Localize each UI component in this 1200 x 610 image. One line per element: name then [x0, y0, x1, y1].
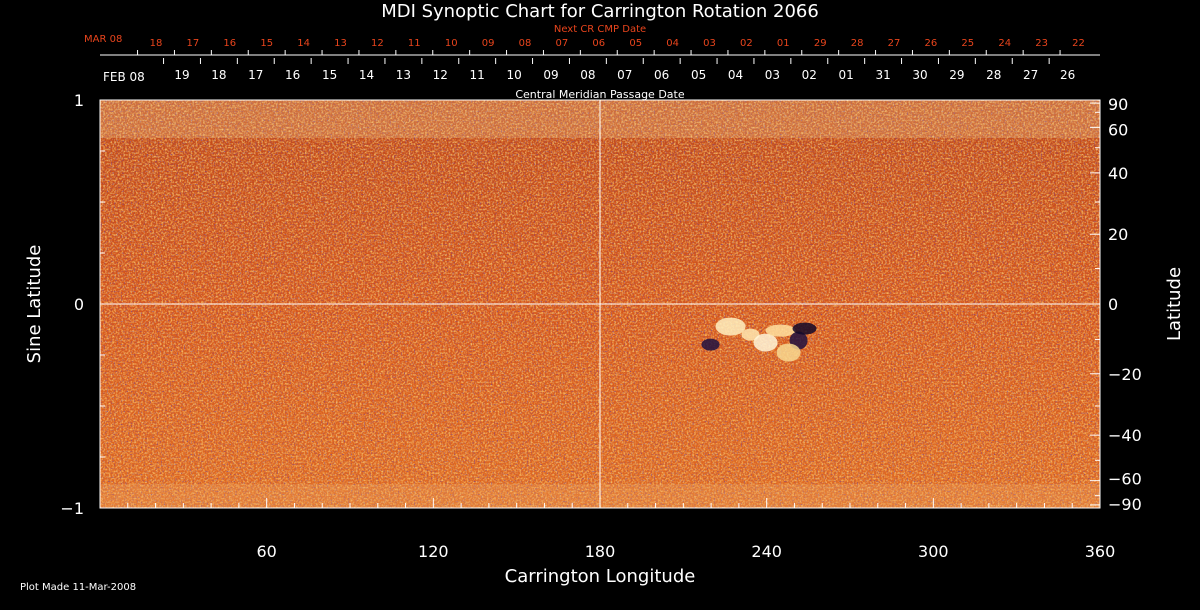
active-region-patch [753, 333, 778, 352]
next-cr-label: Next CR CMP Date [554, 24, 646, 35]
cmp-date: 27 [1023, 68, 1038, 82]
x-tick-label: 60 [256, 542, 276, 561]
next-cr-date: 27 [888, 38, 901, 49]
cmp-month: FEB 08 [103, 70, 145, 84]
cmp-ticks [163, 58, 1050, 64]
cmp-date: 02 [802, 68, 817, 82]
next-cr-date: 07 [556, 38, 569, 49]
next-cr-date: 03 [703, 38, 716, 49]
next-cr-date: 09 [482, 38, 495, 49]
next-cr-date: 13 [334, 38, 347, 49]
x-tick-label: 120 [418, 542, 449, 561]
x-tick-label: 180 [585, 542, 616, 561]
next-cr-date: 23 [1035, 38, 1048, 49]
y-right-tick-label: 20 [1108, 225, 1128, 244]
next-cr-ticks [100, 50, 1100, 56]
cmp-date: 13 [396, 68, 411, 82]
active-region-patch [792, 322, 817, 335]
next-cr-date: 10 [445, 38, 458, 49]
next-cr-date: 06 [592, 38, 605, 49]
next-cr-date: 25 [961, 38, 974, 49]
cmp-date: 31 [875, 68, 890, 82]
next-cr-date: 12 [371, 38, 384, 49]
cmp-date: 26 [1060, 68, 1075, 82]
y-left-tick-label: 1 [74, 91, 84, 110]
next-cr-date: 24 [998, 38, 1011, 49]
cmp-date: 10 [506, 68, 521, 82]
cmp-date: 03 [765, 68, 780, 82]
active-region-patch [701, 338, 720, 351]
active-region-patch [741, 328, 760, 341]
x-tick-label: 300 [918, 542, 949, 561]
next-cr-date: 04 [666, 38, 679, 49]
plot-area [100, 100, 1100, 508]
cmp-date: 01 [839, 68, 854, 82]
cmp-date: 07 [617, 68, 632, 82]
y-left-axis: 1 0 −1 [60, 91, 110, 518]
cmp-date: 05 [691, 68, 706, 82]
next-cr-date: 01 [777, 38, 790, 49]
x-axis: 60 120 180 240 300 360 [99, 498, 1116, 561]
next-cr-month: MAR 08 [84, 34, 122, 45]
cmp-date: 09 [543, 68, 558, 82]
cmp-date: 29 [949, 68, 964, 82]
y-right-tick-label: −90 [1108, 495, 1142, 514]
y-right-tick-label: 90 [1108, 95, 1128, 114]
cmp-date: 18 [211, 68, 226, 82]
cmp-date: 30 [912, 68, 927, 82]
next-cr-date: 18 [150, 38, 163, 49]
next-cr-date: 17 [187, 38, 200, 49]
active-region-patch [765, 324, 796, 337]
next-cr-date: 08 [519, 38, 532, 49]
cmp-date: 28 [986, 68, 1001, 82]
next-cr-date: 29 [814, 38, 827, 49]
y-left-tick-label: 0 [74, 295, 84, 314]
x-tick-label: 360 [1085, 542, 1116, 561]
chart-title: MDI Synoptic Chart for Carrington Rotati… [381, 1, 819, 22]
next-cr-date: 02 [740, 38, 753, 49]
y-right-axis: 90 60 40 20 0 −20 −40 −60 −90 [1090, 95, 1142, 514]
cmp-date: 14 [359, 68, 374, 82]
cmp-dates: 19 18 17 16 15 14 13 12 11 10 09 08 07 06 05 04 03 02 01 31… [174, 68, 1075, 82]
y-right-tick-label: 60 [1108, 120, 1128, 139]
cmp-date: 19 [174, 68, 189, 82]
cmp-date: 17 [248, 68, 263, 82]
next-cr-date: 16 [223, 38, 236, 49]
y-right-tick-label: 40 [1108, 164, 1128, 183]
cmp-date: 04 [728, 68, 743, 82]
y-right-tick-label: −20 [1108, 365, 1142, 384]
cmp-date: 11 [470, 68, 485, 82]
y-right-tick-label: −60 [1108, 470, 1142, 489]
cmp-date: 15 [322, 68, 337, 82]
cmp-label: Central Meridian Passage Date [515, 88, 684, 101]
next-cr-date: 26 [925, 38, 938, 49]
next-cr-date: 28 [851, 38, 864, 49]
next-cr-date: 22 [1072, 38, 1085, 49]
next-cr-date: 15 [260, 38, 273, 49]
active-region-patch [715, 317, 746, 336]
y-left-axis-title: Sine Latitude [24, 245, 45, 364]
plot-made-label: Plot Made 11-Mar-2008 [20, 582, 136, 593]
y-right-axis-title: Latitude [1164, 267, 1185, 341]
next-cr-date: 05 [629, 38, 642, 49]
next-cr-dates: 18 17 16 15 14 13 12 11 10 09 08 07 06 05 04 03 02 01 29 28… [150, 38, 1085, 49]
y-right-tick-label: −40 [1108, 426, 1142, 445]
x-tick-label: 240 [751, 542, 782, 561]
cmp-date: 16 [285, 68, 300, 82]
cmp-date: 08 [580, 68, 595, 82]
cmp-date: 06 [654, 68, 669, 82]
y-right-tick-label: 0 [1108, 295, 1118, 314]
next-cr-date: 14 [297, 38, 310, 49]
x-axis-title: Carrington Longitude [505, 566, 696, 587]
next-cr-date: 11 [408, 38, 421, 49]
cmp-date: 12 [433, 68, 448, 82]
active-region [701, 317, 817, 362]
active-region-patch [776, 343, 801, 362]
y-left-tick-label: −1 [60, 499, 84, 518]
